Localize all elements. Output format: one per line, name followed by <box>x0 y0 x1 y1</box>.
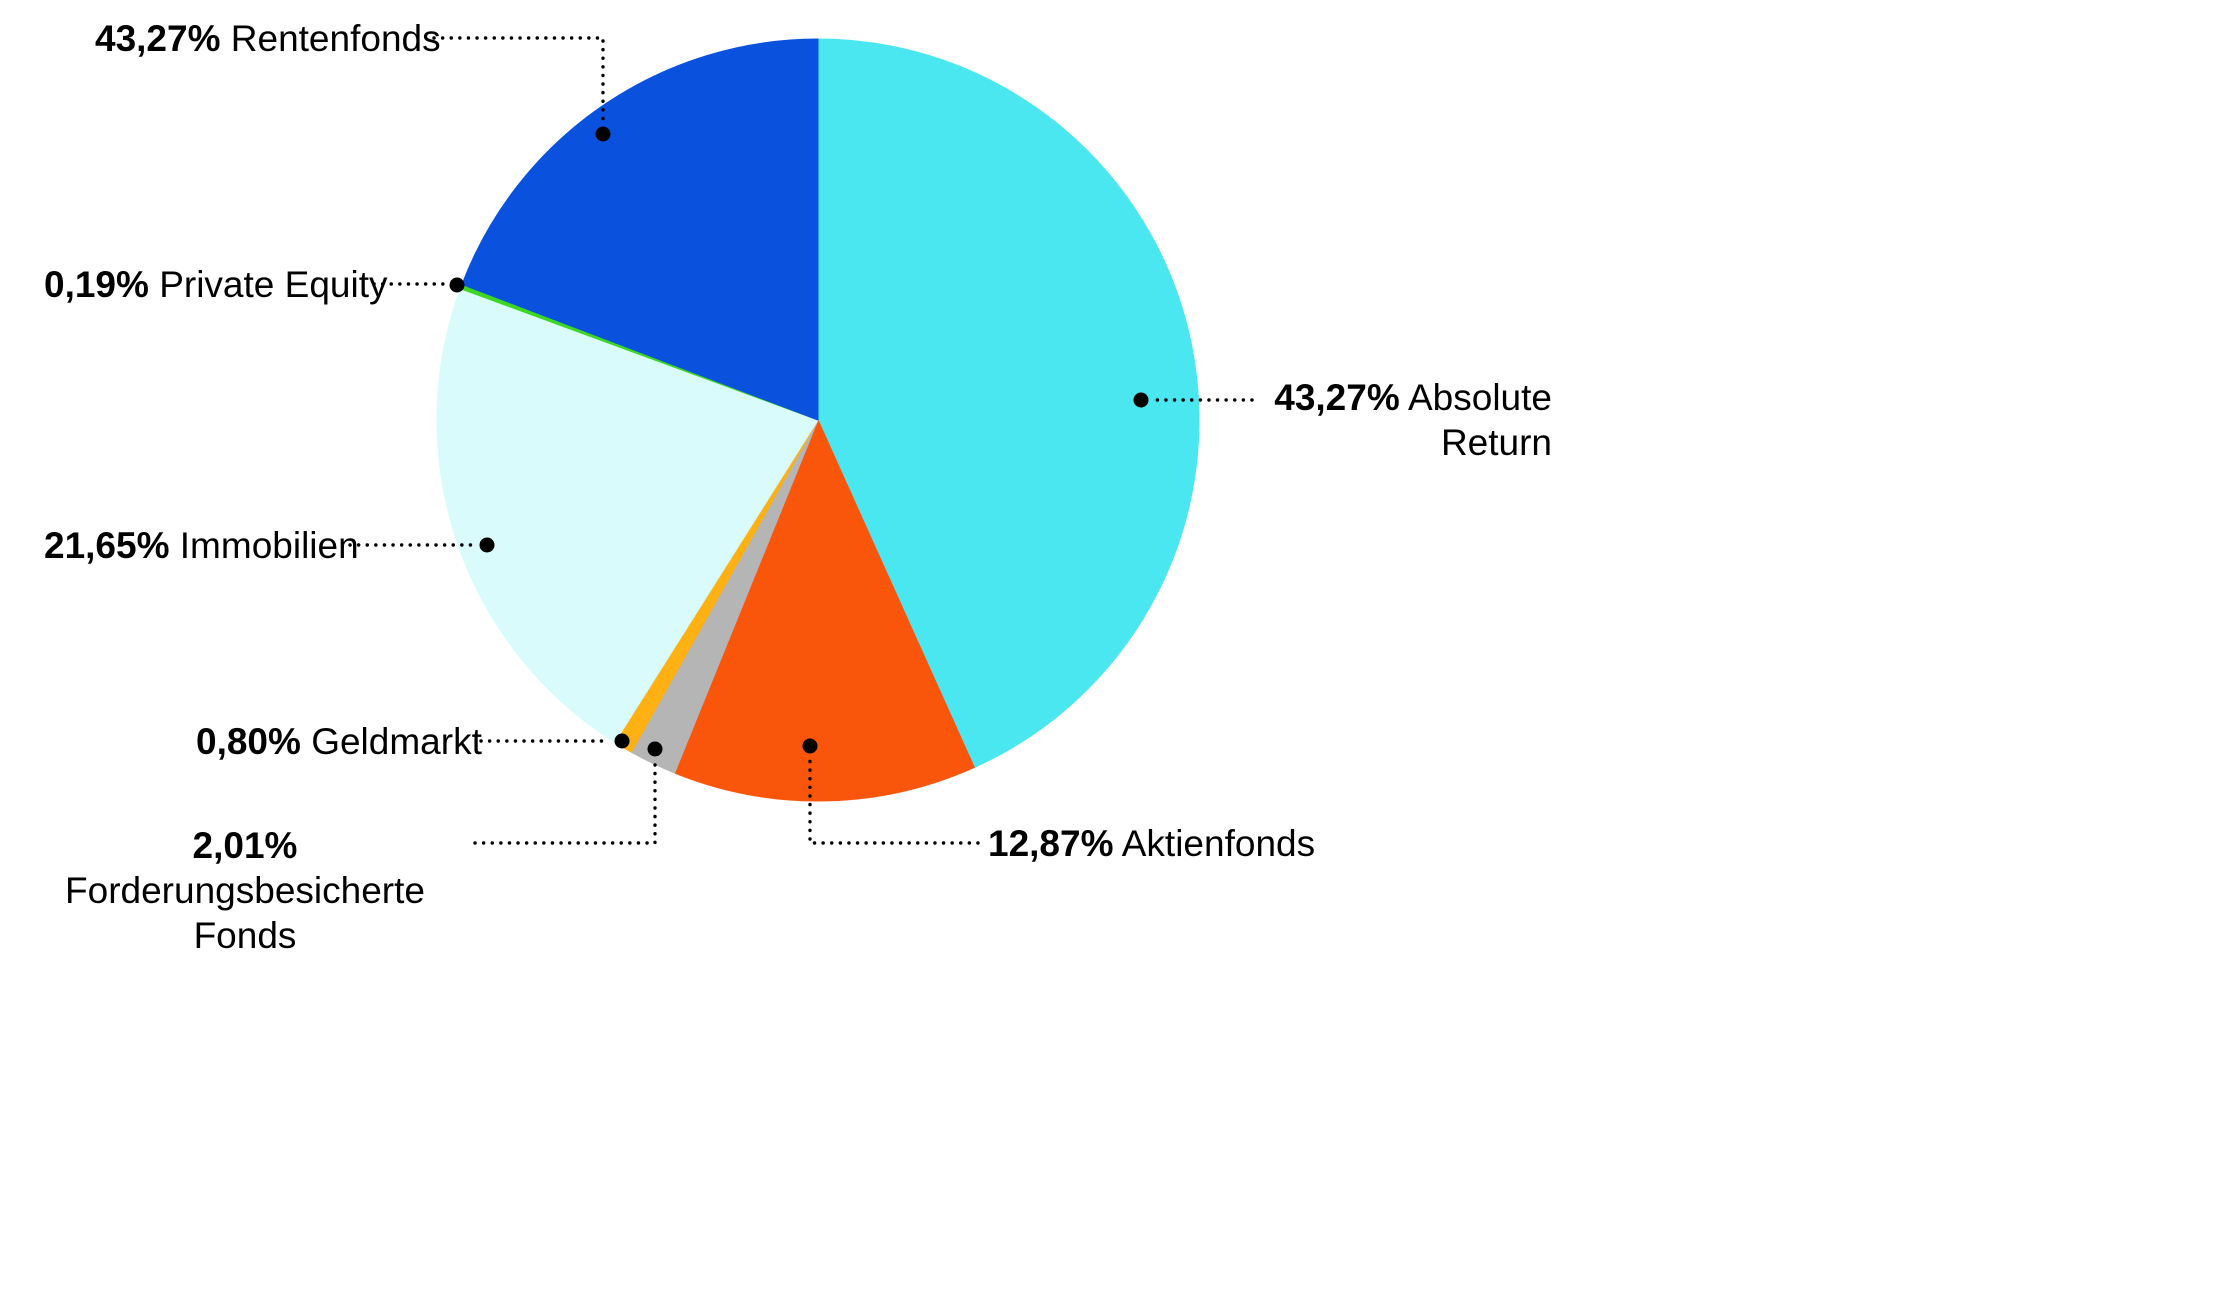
label-forderungsbesicherte-name: Forderungsbesicherte Fonds <box>65 870 425 956</box>
label-private-equity-value: 0,19% <box>44 264 149 305</box>
label-private-equity-name: Private Equity <box>159 264 388 305</box>
dot-absolute-return <box>1133 392 1149 408</box>
label-aktienfonds-name: Aktienfonds <box>1121 823 1316 864</box>
label-immobilien-name: Immobilien <box>179 525 359 566</box>
label-forderungsbesicherte: 2,01% Forderungsbesicherte Fonds <box>25 823 465 958</box>
label-rentenfonds: 43,27% Rentenfonds <box>95 16 441 61</box>
label-aktienfonds: 12,87% Aktienfonds <box>988 821 1315 866</box>
label-forderungsbesicherte-value: 2,01% <box>192 825 298 866</box>
label-geldmarkt-name: Geldmarkt <box>311 721 482 762</box>
leader-aktienfonds <box>808 755 980 845</box>
slice-rentenfonds <box>461 38 819 421</box>
dot-rentenfonds <box>595 126 611 142</box>
dot-geldmarkt <box>614 733 630 749</box>
label-rentenfonds-name: Rentenfonds <box>230 18 441 59</box>
marker-dots <box>449 126 1149 757</box>
label-rentenfonds-value: 43,27% <box>95 18 221 59</box>
pie-slices <box>436 38 1200 802</box>
slice-absolute-return <box>817 38 1200 769</box>
leader-forderungsbesicherte <box>473 758 657 845</box>
label-absolute-return-name: Absolute Return <box>1408 377 1552 463</box>
slice-aktienfonds <box>673 418 976 802</box>
dot-forderungsbesicherte <box>647 741 663 757</box>
label-absolute-return: 43,27% Absolute Return <box>1262 375 1552 465</box>
dot-aktienfonds <box>802 738 818 754</box>
label-immobilien-value: 21,65% <box>44 525 170 566</box>
label-aktienfonds-value: 12,87% <box>988 823 1114 864</box>
label-private-equity: 0,19% Private Equity <box>44 262 387 307</box>
leader-rentenfonds <box>432 36 605 126</box>
dot-immobilien <box>479 537 495 553</box>
slice-immobilien <box>436 288 819 744</box>
dot-private-equity <box>449 277 465 293</box>
label-geldmarkt-value: 0,80% <box>196 721 301 762</box>
label-immobilien: 21,65% Immobilien <box>44 523 359 568</box>
label-geldmarkt: 0,80% Geldmarkt <box>196 719 482 764</box>
leader-lines <box>348 36 1254 845</box>
label-absolute-return-value: 43,27% <box>1274 377 1400 418</box>
